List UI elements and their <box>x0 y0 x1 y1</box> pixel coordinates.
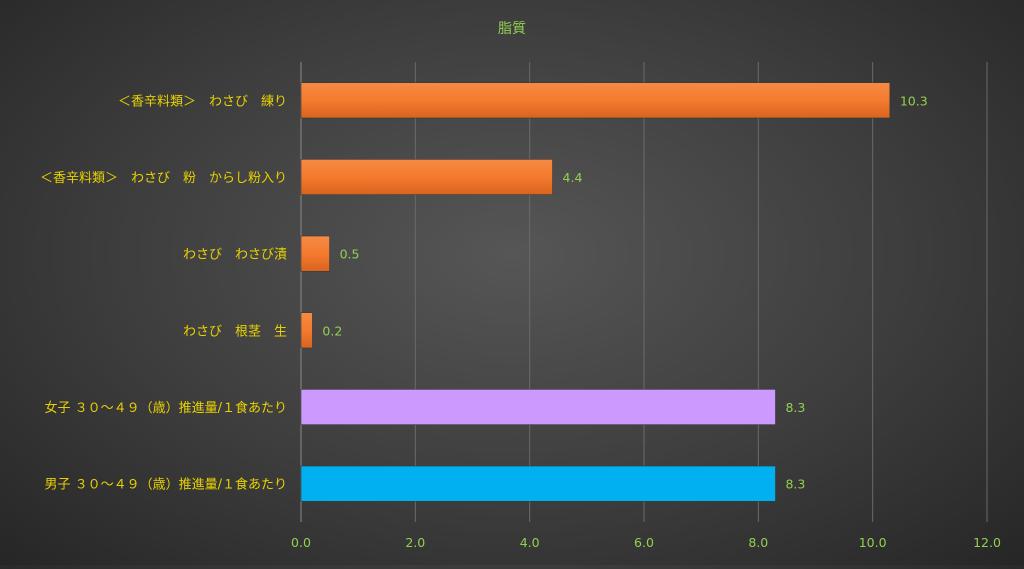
data-label: 0.5 <box>340 247 360 262</box>
data-label: 8.3 <box>785 400 805 415</box>
chart-title: 脂質 <box>498 21 526 37</box>
category-label: ＜香辛料類＞ わさび 粉 からし粉入り <box>40 171 287 186</box>
bar <box>300 235 330 272</box>
category-label: ＜香辛料類＞ わさび 練り <box>118 94 287 109</box>
bar <box>300 159 553 195</box>
category-label: 男子 ３０～４９（歳）推進量/１食あたり <box>44 477 287 493</box>
category-label: 女子 ３０～４９（歳）推進量/１食あたり <box>44 400 287 416</box>
x-tick-label: 0.0 <box>291 535 311 550</box>
data-label: 8.3 <box>785 477 805 492</box>
bar <box>300 389 776 425</box>
x-tick-label: 10.0 <box>859 535 887 550</box>
bar <box>300 465 776 502</box>
x-tick-label: 2.0 <box>405 535 425 550</box>
bars <box>300 82 891 502</box>
x-tick-label: 8.0 <box>748 535 768 550</box>
labels: 0.0 2.0 4.0 6.0 8.0 10.0 12.0 ＜香辛料類＞ わさび 練り 10.3… <box>40 93 1001 550</box>
data-label: 0.2 <box>322 323 342 338</box>
bar <box>300 82 891 119</box>
x-tick-label: 4.0 <box>520 535 540 550</box>
x-tick-label: 6.0 <box>634 535 654 550</box>
data-label: 10.3 <box>900 93 928 108</box>
x-tick-label: 12.0 <box>973 535 1001 550</box>
category-label: わさび わさび漬 <box>183 248 287 263</box>
category-label: わさび 根茎 生 <box>183 324 287 339</box>
data-label: 4.4 <box>563 170 583 185</box>
bar <box>300 312 313 349</box>
gridlines <box>300 62 988 522</box>
